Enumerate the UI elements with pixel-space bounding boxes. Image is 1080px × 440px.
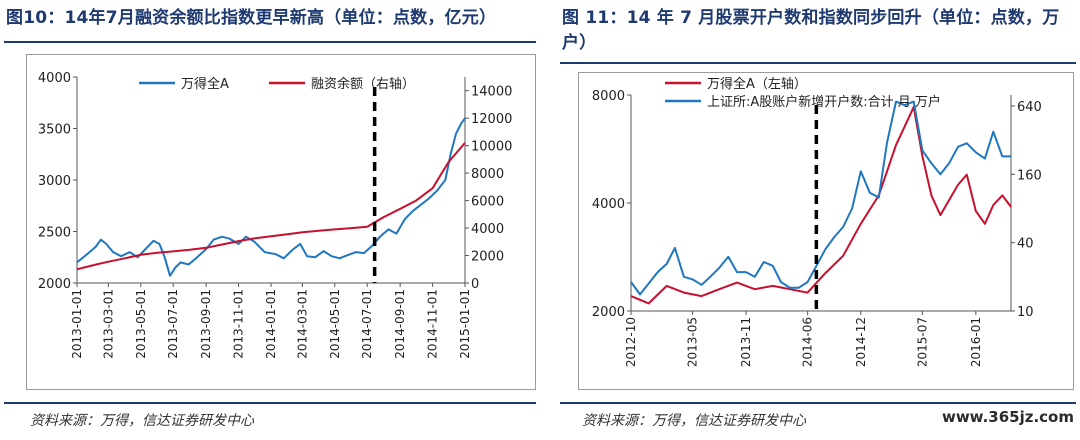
series-line-0	[630, 106, 1012, 305]
figure-10-source: 资料来源：万得，信达证券研发中心	[30, 413, 254, 429]
figure-10-bottom-rule	[4, 402, 536, 404]
series-line-1	[76, 142, 466, 271]
y-right-tick-label: 40	[1017, 237, 1034, 252]
figure-10-title: 图10：14年7月融资余额比指数更早新高（单位：点数，亿元）	[6, 8, 497, 28]
x-tick-label: 2013-01-01	[70, 289, 84, 359]
x-tick-label: 2013-05-01	[134, 289, 148, 359]
x-tick-label: 2014-07-01	[360, 289, 374, 359]
figure-10-title-rule	[4, 41, 536, 43]
y-right-tick-label: 6000	[471, 195, 504, 210]
figure-11-source: 资料来源：万得，信达证券研发中心	[582, 413, 806, 429]
watermark: www.365jz.com	[941, 408, 1074, 426]
x-tick-label: 2014-09-01	[393, 289, 407, 359]
figure-11-title: 图 11：14 年 7 月股票开户数和指数同步回升（单位：点数，万户）	[562, 8, 1060, 53]
y-left-tick-label: 2000	[592, 305, 625, 320]
legend-label-0: 万得全A	[181, 76, 229, 92]
y-right-tick-label: 640	[1017, 100, 1042, 115]
y-right-tick-label: 10000	[471, 140, 512, 155]
x-tick-label: 2016-01	[969, 317, 983, 367]
x-tick-label: 2014-11-01	[426, 289, 440, 359]
x-tick-label: 2014-01-01	[264, 289, 278, 359]
x-tick-label: 2014-12	[854, 317, 868, 367]
y-left-tick-label: 4000	[592, 197, 625, 212]
y-left-tick-label: 3500	[38, 123, 71, 138]
legend-label-1: 融资余额（右轴）	[311, 76, 415, 92]
y-right-tick-label: 2000	[471, 250, 504, 265]
y-right-tick-label: 4000	[471, 222, 504, 237]
legend-label-0: 万得全A（左轴）	[707, 76, 807, 92]
figure-11: 图 11：14 年 7 月股票开户数和指数同步回升（单位：点数，万户）	[556, 0, 1076, 56]
figure-11-title-rule	[560, 62, 1076, 64]
y-left-tick-label: 2500	[38, 226, 71, 241]
y-left-tick-label: 3000	[38, 174, 71, 189]
series-line-1	[630, 100, 1011, 296]
x-tick-label: 2014-05-01	[328, 289, 342, 359]
figure-11-chart: 2000 4000 8000 10 40 160 640 2012-10 2013-05 2013…	[592, 76, 1042, 367]
y-right-tick-label: 0	[471, 277, 479, 292]
x-tick-label: 2013-05	[686, 317, 700, 367]
figure-11-bottom-rule	[560, 402, 1076, 404]
x-tick-label: 2012-10	[624, 317, 638, 367]
x-tick-label: 2015-07	[915, 317, 929, 367]
x-tick-label: 2013-11	[739, 317, 753, 367]
series-line-0	[76, 117, 466, 277]
y-right-tick-label: 14000	[471, 85, 512, 100]
x-tick-label: 2013-07-01	[166, 289, 180, 359]
y-left-tick-label: 4000	[38, 71, 71, 86]
legend-label-1: 上证所:A股账户新增开户数:合计 月 万户	[707, 94, 941, 110]
y-left-tick-label: 8000	[592, 89, 625, 104]
y-right-tick-label: 8000	[471, 167, 504, 182]
figure-10: 图10：14年7月融资余额比指数更早新高（单位：点数，亿元）	[0, 0, 538, 31]
figure-10-chart-frame: 2000 2500 3000 3500 4000 0 2000 4000 6000 8000 100…	[26, 54, 536, 390]
y-right-tick-label: 160	[1017, 168, 1042, 183]
y-right-tick-label: 10	[1017, 305, 1034, 320]
figure-10-chart: 2000 2500 3000 3500 4000 0 2000 4000 6000 8000 100…	[38, 71, 512, 359]
x-tick-label: 2013-11-01	[232, 289, 246, 359]
y-left-tick-label: 2000	[38, 277, 71, 292]
x-tick-label: 2015-01-01	[458, 289, 472, 359]
y-right-tick-label: 12000	[471, 112, 512, 127]
x-tick-label: 2014-06	[801, 317, 815, 367]
x-tick-label: 2013-03-01	[101, 289, 115, 359]
x-tick-label: 2013-09-01	[199, 289, 213, 359]
figure-11-chart-frame: 2000 4000 8000 10 40 160 640 2012-10 2013-05 2013…	[578, 72, 1074, 390]
x-tick-label: 2014-03-01	[295, 289, 309, 359]
